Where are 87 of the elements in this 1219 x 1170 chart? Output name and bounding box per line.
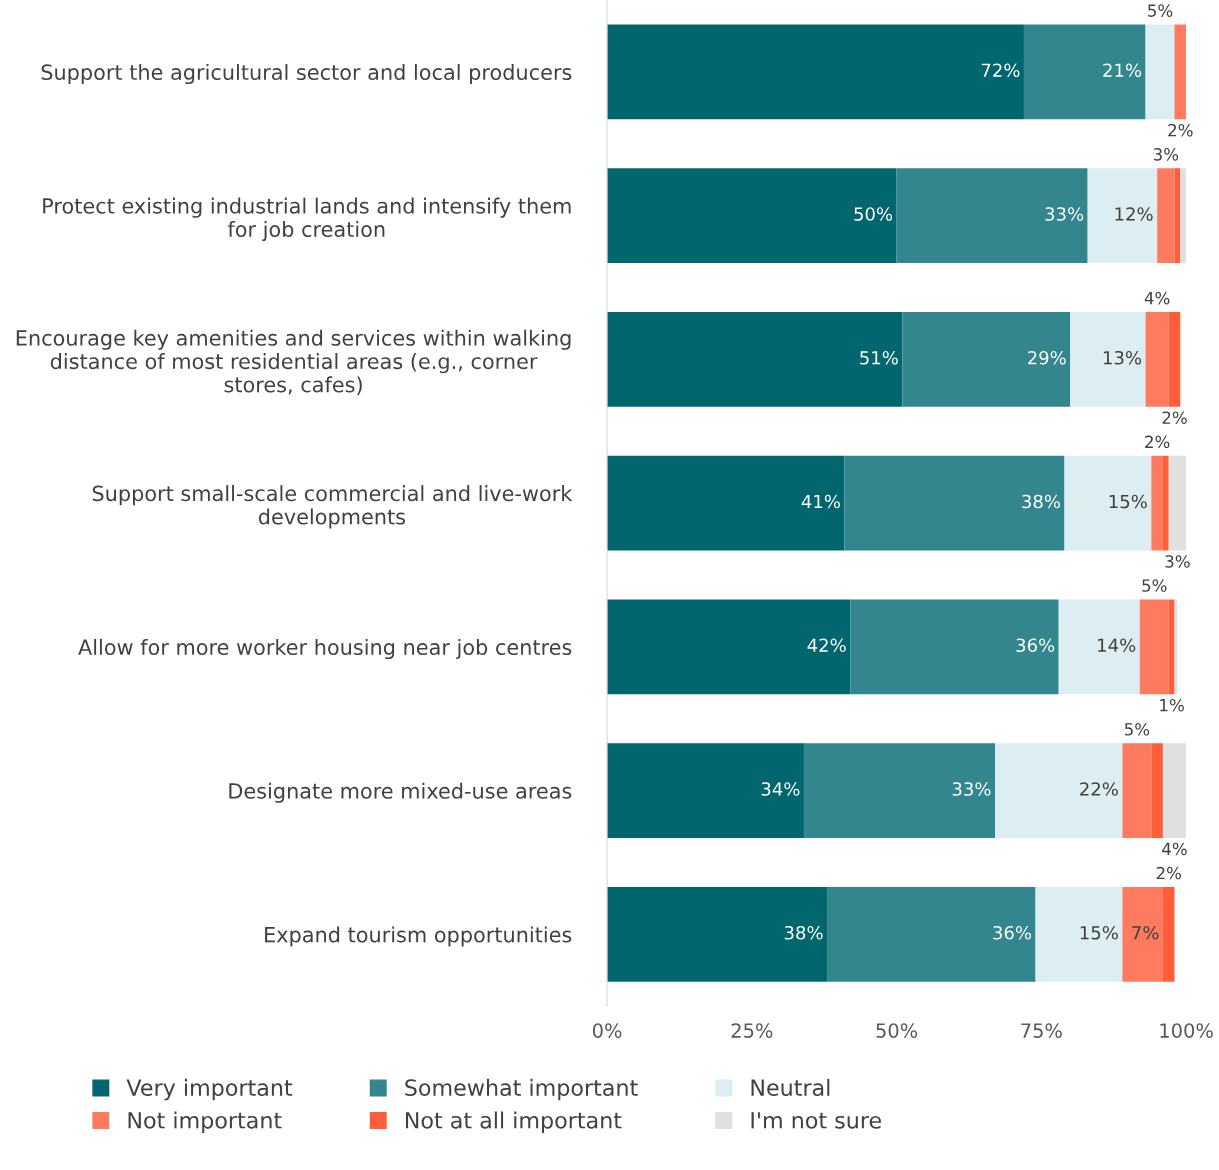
y-tick-label: Designate more mixed-use areas — [229, 782, 572, 803]
bar — [1151, 455, 1163, 551]
legend-label: Not at all important — [405, 1111, 622, 1133]
data-label: 5% — [1142, 579, 1167, 592]
x-tick-label: 75% — [1021, 1023, 1062, 1038]
bar — [1162, 455, 1169, 551]
data-label: 3% — [1153, 148, 1179, 161]
bar — [1035, 886, 1123, 982]
bar — [902, 311, 1071, 407]
bar — [607, 168, 897, 264]
bar — [1058, 599, 1140, 695]
bar — [1168, 599, 1175, 695]
y-tick-label: Support the agricultural sector and local producers — [41, 63, 572, 85]
data-label: 51% — [860, 350, 898, 365]
data-label: 5% — [1124, 723, 1150, 736]
data-label: 7% — [1132, 925, 1159, 940]
bar — [896, 168, 1088, 264]
data-label: 15% — [1109, 494, 1147, 509]
bar — [850, 599, 1059, 695]
bar — [1180, 168, 1187, 264]
data-label: 13% — [1103, 350, 1142, 365]
legend-label: Neutral — [751, 1078, 830, 1097]
bar — [1168, 455, 1187, 551]
data-label: 2% — [1156, 866, 1182, 880]
data-label: 41% — [801, 494, 840, 509]
bar — [1168, 311, 1181, 407]
bar — [844, 455, 1065, 551]
data-label: 5% — [1148, 4, 1173, 17]
data-label: 33% — [952, 782, 991, 796]
bar — [1087, 168, 1158, 264]
bar — [827, 886, 1036, 982]
y-tick-label: Encourage key amenities and services within walking distance of most residential areas (e.g., corner stores, cafes) — [16, 329, 571, 395]
y-tick-label: Support small-scale commercial and live-work developments — [92, 485, 573, 529]
y-tick-label: Protect existing industrial lands and intensify them for job creation — [43, 197, 571, 242]
bar — [995, 743, 1123, 839]
bar — [607, 743, 804, 839]
data-label: 14% — [1098, 638, 1136, 653]
bar — [1145, 311, 1169, 407]
bar — [607, 886, 828, 982]
data-label: 15% — [1080, 925, 1118, 940]
bar — [607, 311, 903, 407]
data-label: 3% — [1165, 555, 1190, 568]
data-label: 4% — [1162, 842, 1187, 856]
y-tick-label: Allow for more worker housing near job centres — [78, 638, 572, 660]
data-label: 38% — [1022, 494, 1061, 509]
data-label: 2% — [1145, 435, 1170, 449]
y-tick-label: Expand tourism opportunities — [265, 926, 572, 947]
bar — [1151, 743, 1163, 839]
bar — [1070, 311, 1146, 407]
legend-label: Very important — [126, 1078, 293, 1101]
data-label: 36% — [993, 925, 1032, 940]
data-label: 72% — [981, 63, 1020, 78]
data-label: 50% — [854, 207, 893, 221]
legend-label: Not important — [128, 1111, 282, 1133]
x-tick-label: 25% — [731, 1023, 773, 1038]
bar — [1122, 743, 1152, 839]
bar — [607, 455, 845, 551]
legend-label: Somewhat important — [405, 1078, 638, 1101]
data-label: 36% — [1016, 638, 1055, 653]
data-label: 12% — [1115, 207, 1153, 221]
bar — [1157, 168, 1175, 264]
x-tick-label: 0% — [592, 1023, 622, 1038]
bar — [1023, 24, 1146, 120]
bar — [1162, 743, 1187, 839]
bar — [1139, 599, 1169, 695]
bar — [1162, 886, 1175, 982]
bar — [1122, 886, 1163, 982]
data-label: 1% — [1160, 698, 1184, 712]
bar — [607, 599, 851, 695]
data-label: 29% — [1028, 350, 1066, 365]
x-tick-label: 100% — [1160, 1023, 1213, 1038]
x-tick-label: 50% — [876, 1023, 918, 1038]
bar — [803, 743, 996, 839]
legend-label: I'm not sure — [751, 1112, 881, 1129]
data-label: 38% — [784, 925, 823, 940]
data-label: 2% — [1168, 123, 1193, 137]
bar — [1145, 24, 1175, 120]
data-label: 33% — [1045, 207, 1084, 221]
data-label: 22% — [1080, 782, 1118, 796]
data-label: 4% — [1144, 291, 1170, 305]
bar — [1174, 24, 1187, 120]
data-label: 2% — [1162, 411, 1187, 425]
data-label: 42% — [807, 638, 846, 653]
bar — [607, 24, 1024, 120]
data-label: 34% — [761, 782, 800, 796]
bar — [1064, 455, 1152, 551]
data-label: 21% — [1103, 63, 1142, 78]
